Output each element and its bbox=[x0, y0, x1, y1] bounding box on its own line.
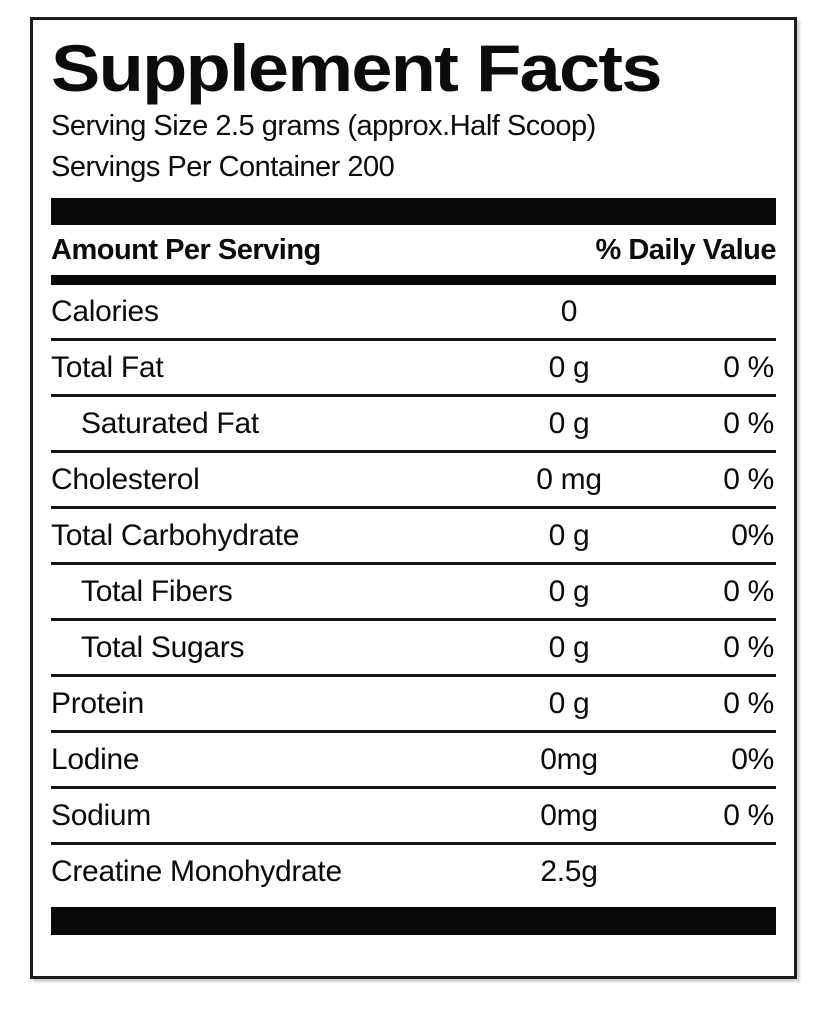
nutrient-daily-value: 0 % bbox=[723, 686, 774, 720]
nutrient-name: Total Fat bbox=[51, 350, 164, 384]
nutrient-amount: 0 g bbox=[548, 686, 590, 720]
nutrient-row: Protein 0 g 0 % bbox=[51, 677, 776, 734]
nutrient-amount: 0 g bbox=[548, 518, 590, 552]
nutrient-amount: 0mg bbox=[540, 742, 598, 776]
divider-bar-top bbox=[51, 198, 776, 226]
nutrient-amount: 0 mg bbox=[536, 462, 602, 496]
serving-size-line: Serving Size 2.5 grams (approx.Half Scoo… bbox=[51, 109, 596, 142]
nutrient-name: Creatine Monohydrate bbox=[51, 854, 342, 888]
nutrient-row: Total Fat 0 g 0 % bbox=[51, 341, 776, 398]
nutrient-row: Cholesterol 0 mg 0 % bbox=[51, 453, 776, 510]
nutrient-name: Total Fibers bbox=[81, 574, 233, 608]
nutrient-name: Cholesterol bbox=[51, 462, 200, 496]
nutrient-row: Total Carbohydrate 0 g 0% bbox=[51, 509, 776, 566]
amount-per-serving-header: Amount Per Serving bbox=[51, 234, 321, 267]
nutrient-amount: 0 g bbox=[548, 350, 590, 384]
nutrient-amount: 0 g bbox=[548, 406, 590, 440]
nutrient-amount: 0 g bbox=[548, 574, 590, 608]
nutrient-row: Saturated Fat 0 g 0 % bbox=[51, 397, 776, 454]
nutrient-name: Saturated Fat bbox=[81, 406, 259, 440]
label-title: Supplement Facts bbox=[51, 31, 662, 105]
nutrient-daily-value: 0 % bbox=[723, 630, 774, 664]
nutrient-row: Sodium 0mg 0 % bbox=[51, 789, 776, 846]
servings-per-container-line: Servings Per Container 200 bbox=[51, 150, 395, 183]
divider-bar-header bbox=[51, 275, 776, 286]
nutrient-name: Lodine bbox=[51, 742, 140, 776]
nutrient-name: Protein bbox=[51, 686, 144, 720]
nutrient-daily-value: 0 % bbox=[723, 350, 774, 384]
nutrient-name: Sodium bbox=[51, 798, 151, 832]
nutrient-daily-value: 0% bbox=[731, 742, 774, 776]
nutrient-name: Total Carbohydrate bbox=[51, 518, 300, 552]
nutrient-daily-value: 0 % bbox=[723, 574, 774, 608]
nutrient-rows: Calories 0 Total Fat 0 g 0 % Saturated F… bbox=[51, 285, 776, 898]
nutrient-amount: 0 bbox=[560, 294, 578, 328]
nutrient-name: Calories bbox=[51, 294, 159, 328]
nutrient-amount: 0mg bbox=[540, 798, 598, 832]
nutrient-daily-value: 0 % bbox=[723, 798, 774, 832]
nutrient-daily-value: 0 % bbox=[723, 462, 774, 496]
nutrient-row: Calories 0 bbox=[51, 285, 776, 342]
nutrient-daily-value: 0 % bbox=[723, 406, 774, 440]
table-header-row: Amount Per Serving % Daily Value bbox=[51, 225, 776, 275]
nutrient-row: Lodine 0mg 0% bbox=[51, 733, 776, 790]
nutrient-amount: 0 g bbox=[548, 630, 590, 664]
supplement-facts-label: Supplement Facts Serving Size 2.5 grams … bbox=[30, 17, 797, 979]
daily-value-header: % Daily Value bbox=[595, 234, 777, 267]
divider-bar-bottom bbox=[51, 907, 776, 936]
nutrient-amount: 2.5g bbox=[540, 854, 598, 888]
nutrient-name: Total Sugars bbox=[81, 630, 245, 664]
nutrient-row: Creatine Monohydrate 2.5g bbox=[51, 845, 776, 898]
nutrient-row: Total Fibers 0 g 0 % bbox=[51, 565, 776, 622]
nutrient-daily-value: 0% bbox=[731, 518, 774, 552]
nutrient-row: Total Sugars 0 g 0 % bbox=[51, 621, 776, 678]
